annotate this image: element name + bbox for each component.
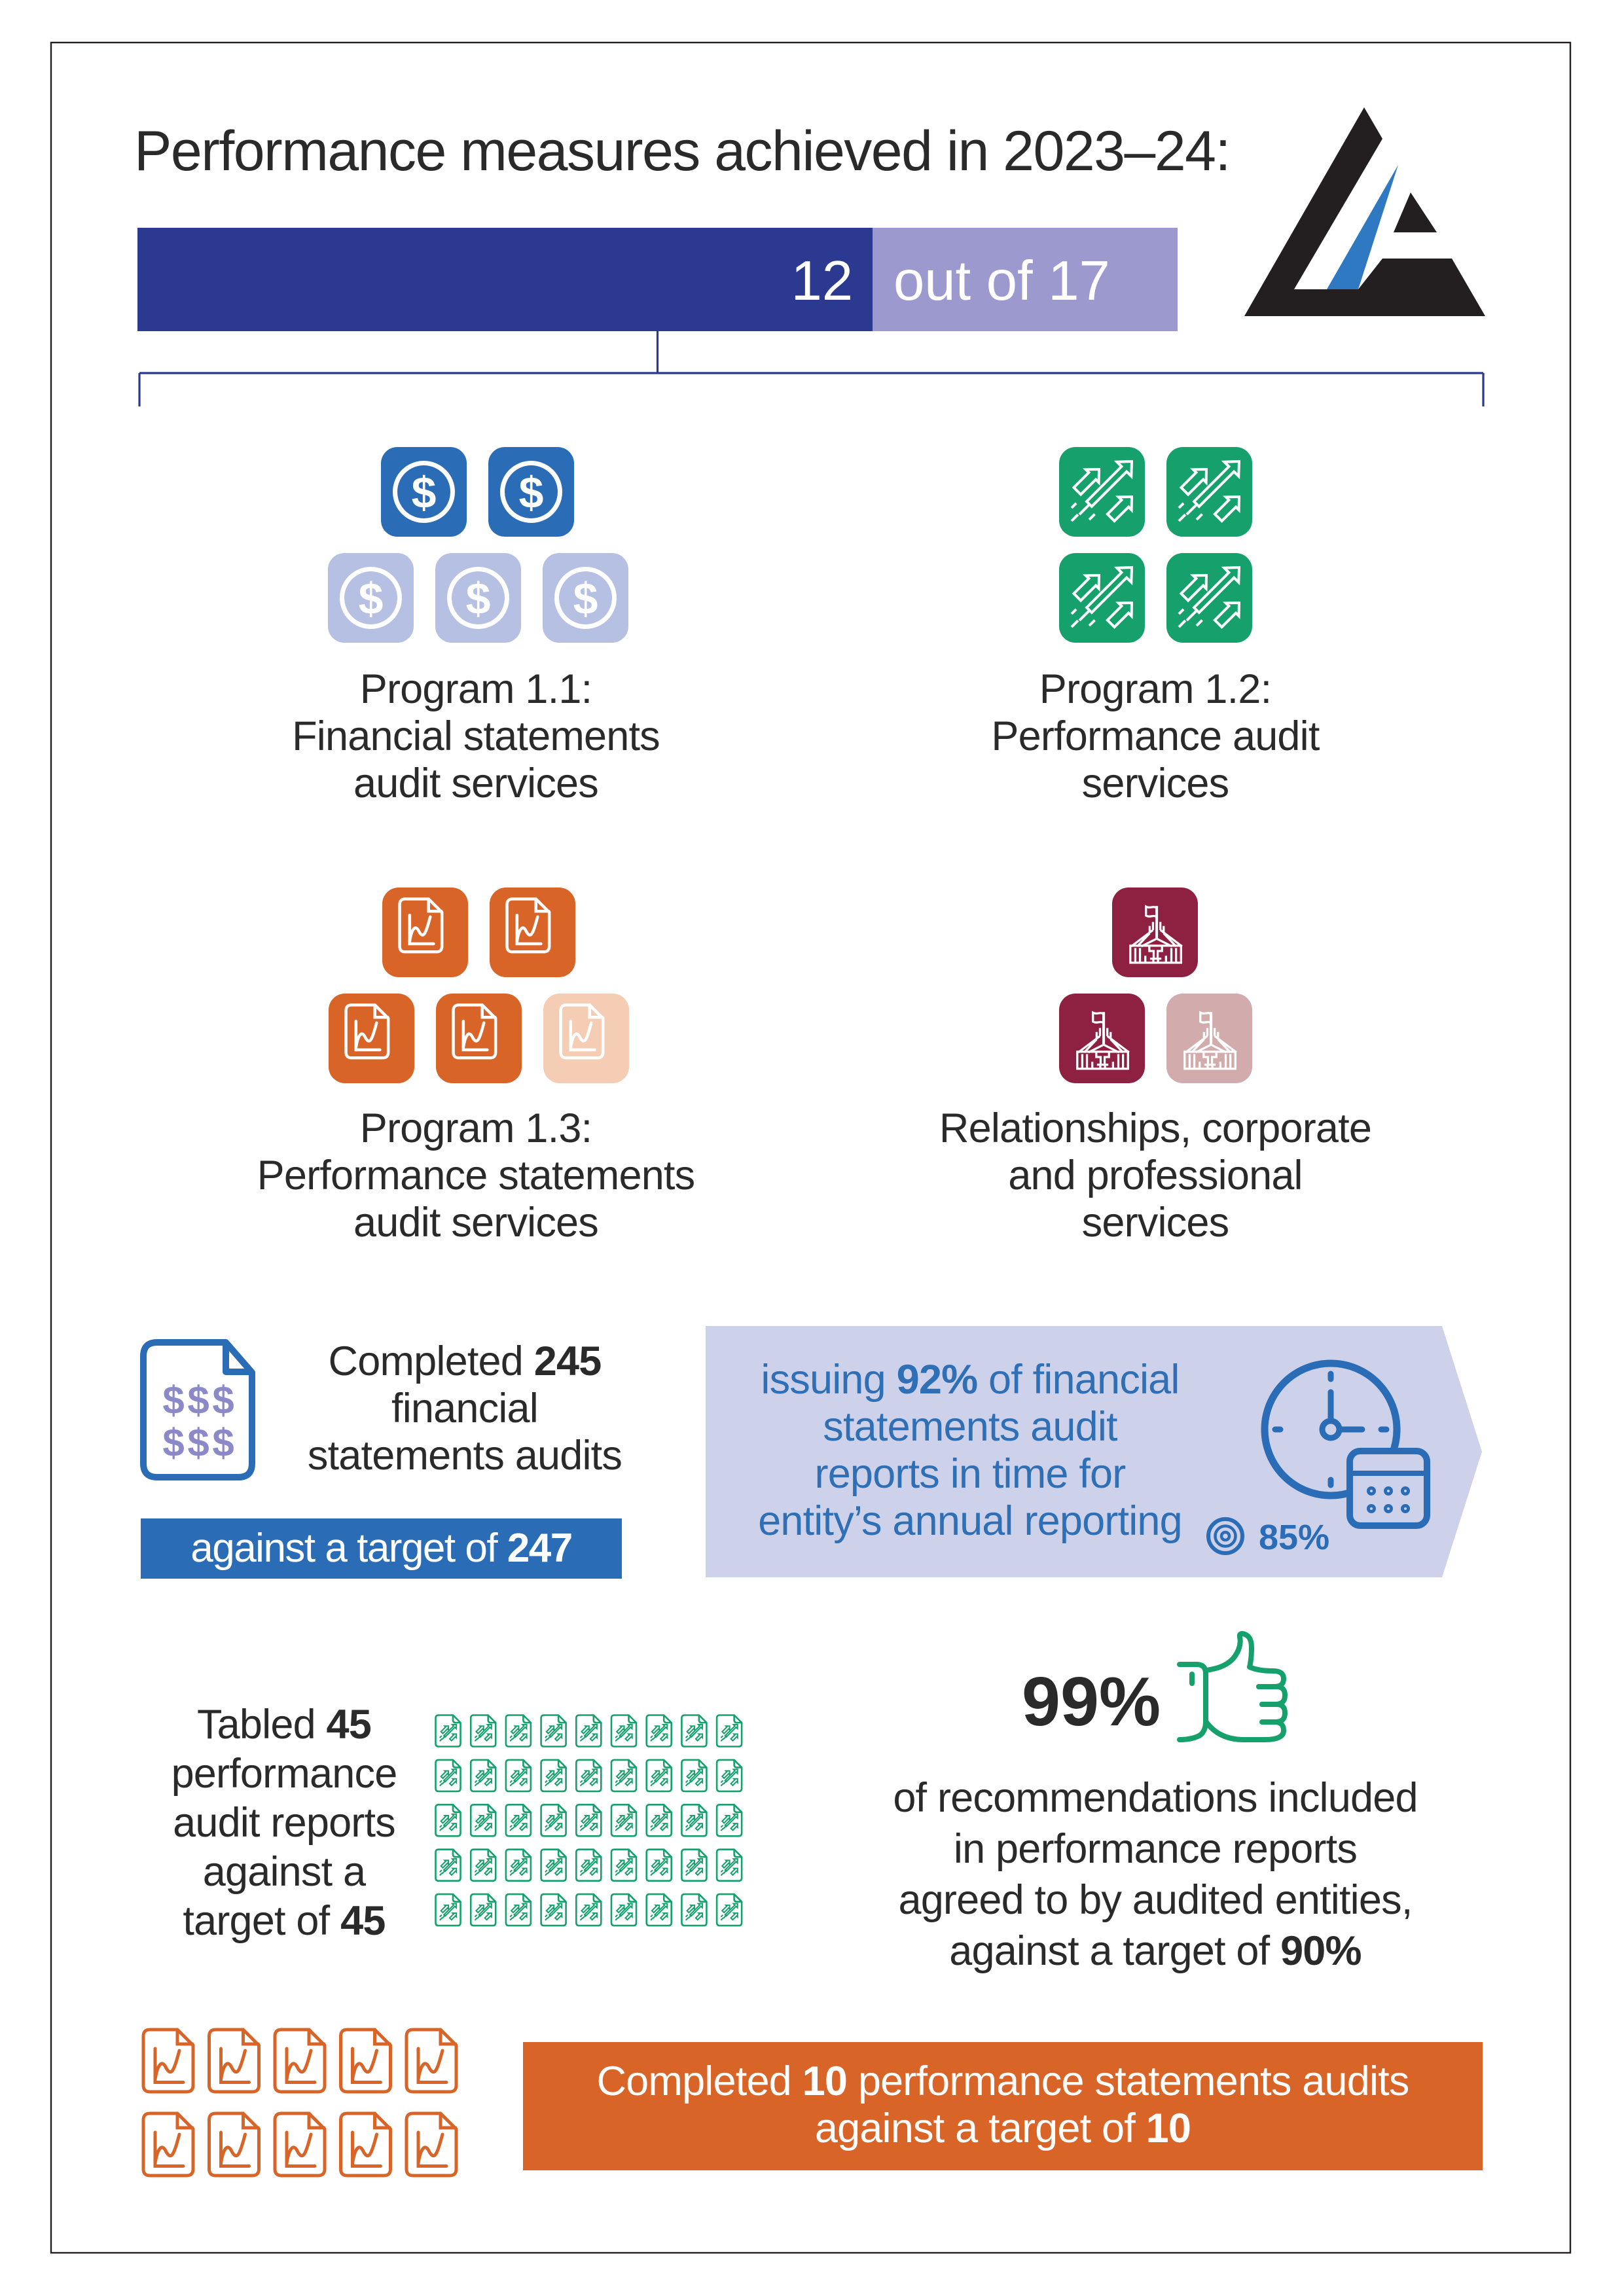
svg-text:$: $ — [212, 1421, 234, 1465]
svg-text:$: $ — [162, 1421, 184, 1465]
svg-text:$: $ — [162, 1378, 184, 1422]
svg-text:$: $ — [412, 468, 437, 518]
svg-text:$: $ — [212, 1378, 234, 1422]
svg-text:$: $ — [359, 574, 384, 624]
svg-text:$: $ — [519, 468, 544, 518]
svg-text:$: $ — [187, 1378, 209, 1422]
svg-text:$: $ — [573, 574, 598, 624]
svg-text:$: $ — [187, 1421, 209, 1465]
svg-text:$: $ — [466, 574, 491, 624]
